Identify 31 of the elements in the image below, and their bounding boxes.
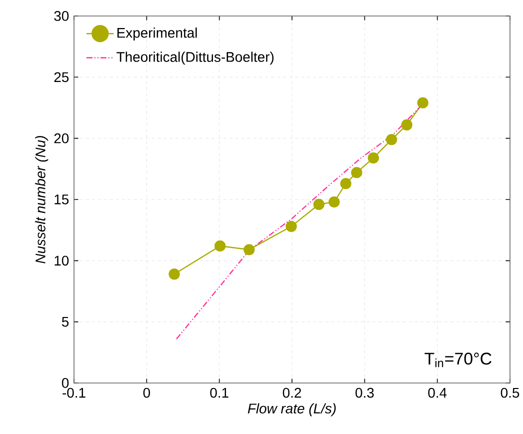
x-tick-label: 0.4 bbox=[428, 388, 447, 398]
point bbox=[351, 167, 362, 178]
y-tick-label: 10 bbox=[54, 256, 69, 266]
annotation: T$_{in}$=70°C bbox=[424, 352, 492, 368]
point bbox=[401, 119, 412, 130]
x-axis-title: Flow rate (L/s) bbox=[248, 403, 336, 416]
point bbox=[368, 152, 379, 164]
y-tick-label: 0 bbox=[62, 378, 69, 388]
y-tick-label: 30 bbox=[54, 11, 69, 21]
point bbox=[168, 268, 180, 280]
legend-label: Experimental bbox=[117, 28, 197, 41]
x-tick-label: 0.3 bbox=[356, 388, 374, 398]
y-tick-label: 20 bbox=[54, 133, 69, 144]
point bbox=[244, 244, 255, 256]
point bbox=[386, 134, 398, 146]
x-tick-label: 0.2 bbox=[282, 388, 301, 398]
x-tick-label: 0.1 bbox=[210, 388, 228, 398]
x-tick-label: -0.1 bbox=[62, 388, 86, 398]
point bbox=[340, 178, 352, 190]
y-axis-title: Nusselt number (Nu) bbox=[35, 136, 48, 264]
point bbox=[214, 240, 226, 252]
y-tick-label: 15 bbox=[54, 194, 69, 204]
point bbox=[313, 198, 324, 210]
legend-label: Theoritical(Dittus-Boelter) bbox=[116, 52, 274, 65]
point bbox=[328, 196, 340, 208]
y-tick-label: 5 bbox=[62, 316, 69, 327]
x-tick-label: 0.5 bbox=[500, 388, 520, 398]
point bbox=[286, 220, 297, 232]
y-tick-label: 25 bbox=[54, 72, 69, 82]
x-tick-label: 0 bbox=[143, 388, 150, 398]
point bbox=[417, 97, 428, 108]
